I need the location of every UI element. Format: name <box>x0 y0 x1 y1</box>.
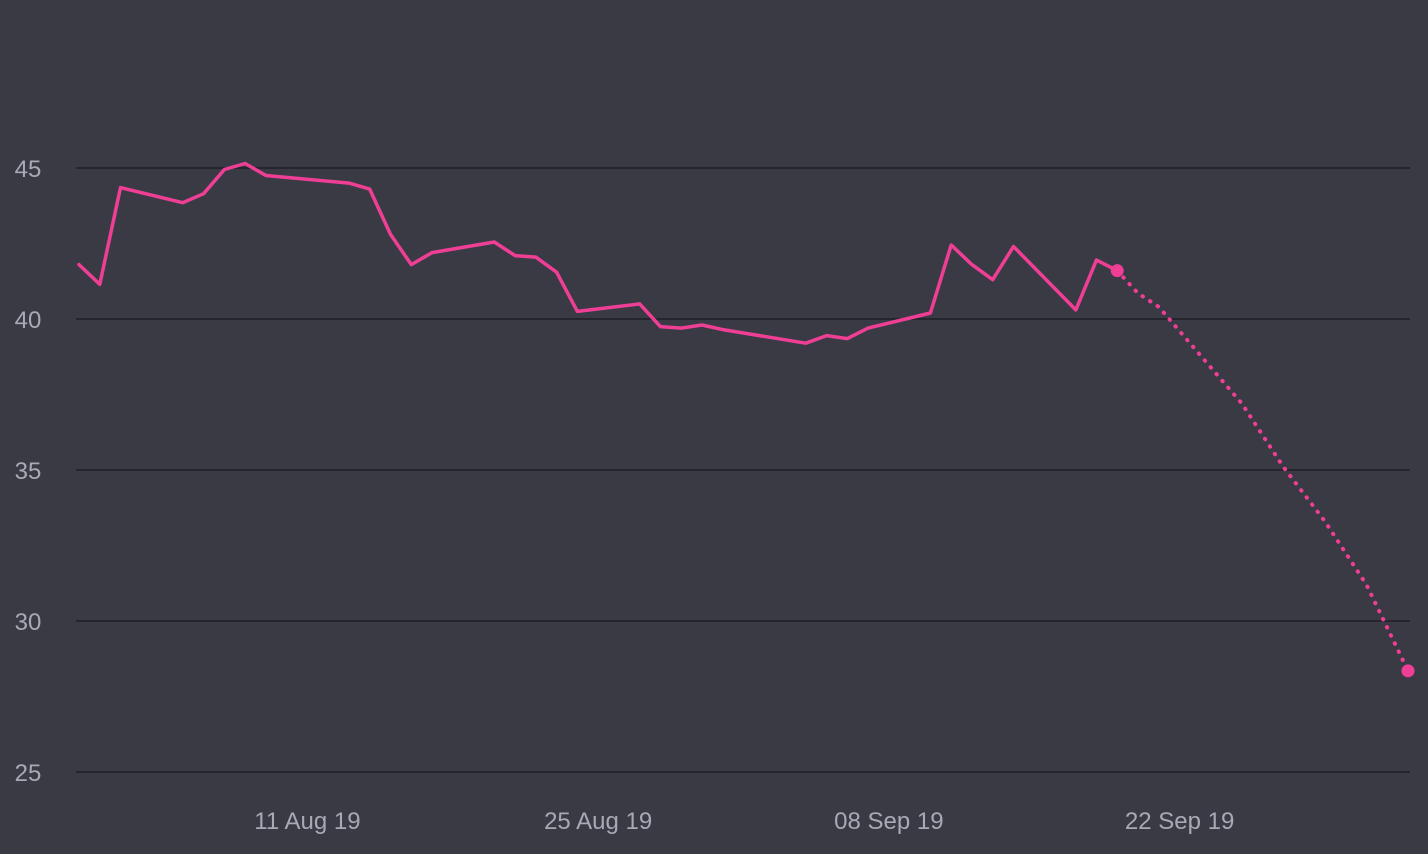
actual-series-line <box>77 161 1120 345</box>
gridlines <box>76 167 1410 773</box>
x-tick-label: 11 Aug 19 <box>254 808 360 835</box>
x-axis-tick-labels: 11 Aug 19 25 Aug 19 08 Sep 19 22 Sep 19 <box>254 808 1234 835</box>
forecast-series-line <box>1115 268 1410 673</box>
y-tick-label: 30 <box>15 609 42 636</box>
y-tick-label: 45 <box>15 156 42 183</box>
x-tick-label: 08 Sep 19 <box>834 808 943 835</box>
series-lines <box>77 161 1410 673</box>
x-tick-label: 25 Aug 19 <box>544 808 652 835</box>
last-actual-point-marker <box>1110 264 1124 278</box>
y-tick-label: 35 <box>15 458 42 485</box>
x-tick-label: 22 Sep 19 <box>1125 808 1234 835</box>
y-axis-tick-labels: 25 30 35 40 45 <box>15 156 42 787</box>
forecast-end-point-marker <box>1401 664 1415 678</box>
series-markers <box>1110 264 1415 678</box>
y-tick-label: 40 <box>15 307 42 334</box>
y-tick-label: 25 <box>15 760 42 787</box>
